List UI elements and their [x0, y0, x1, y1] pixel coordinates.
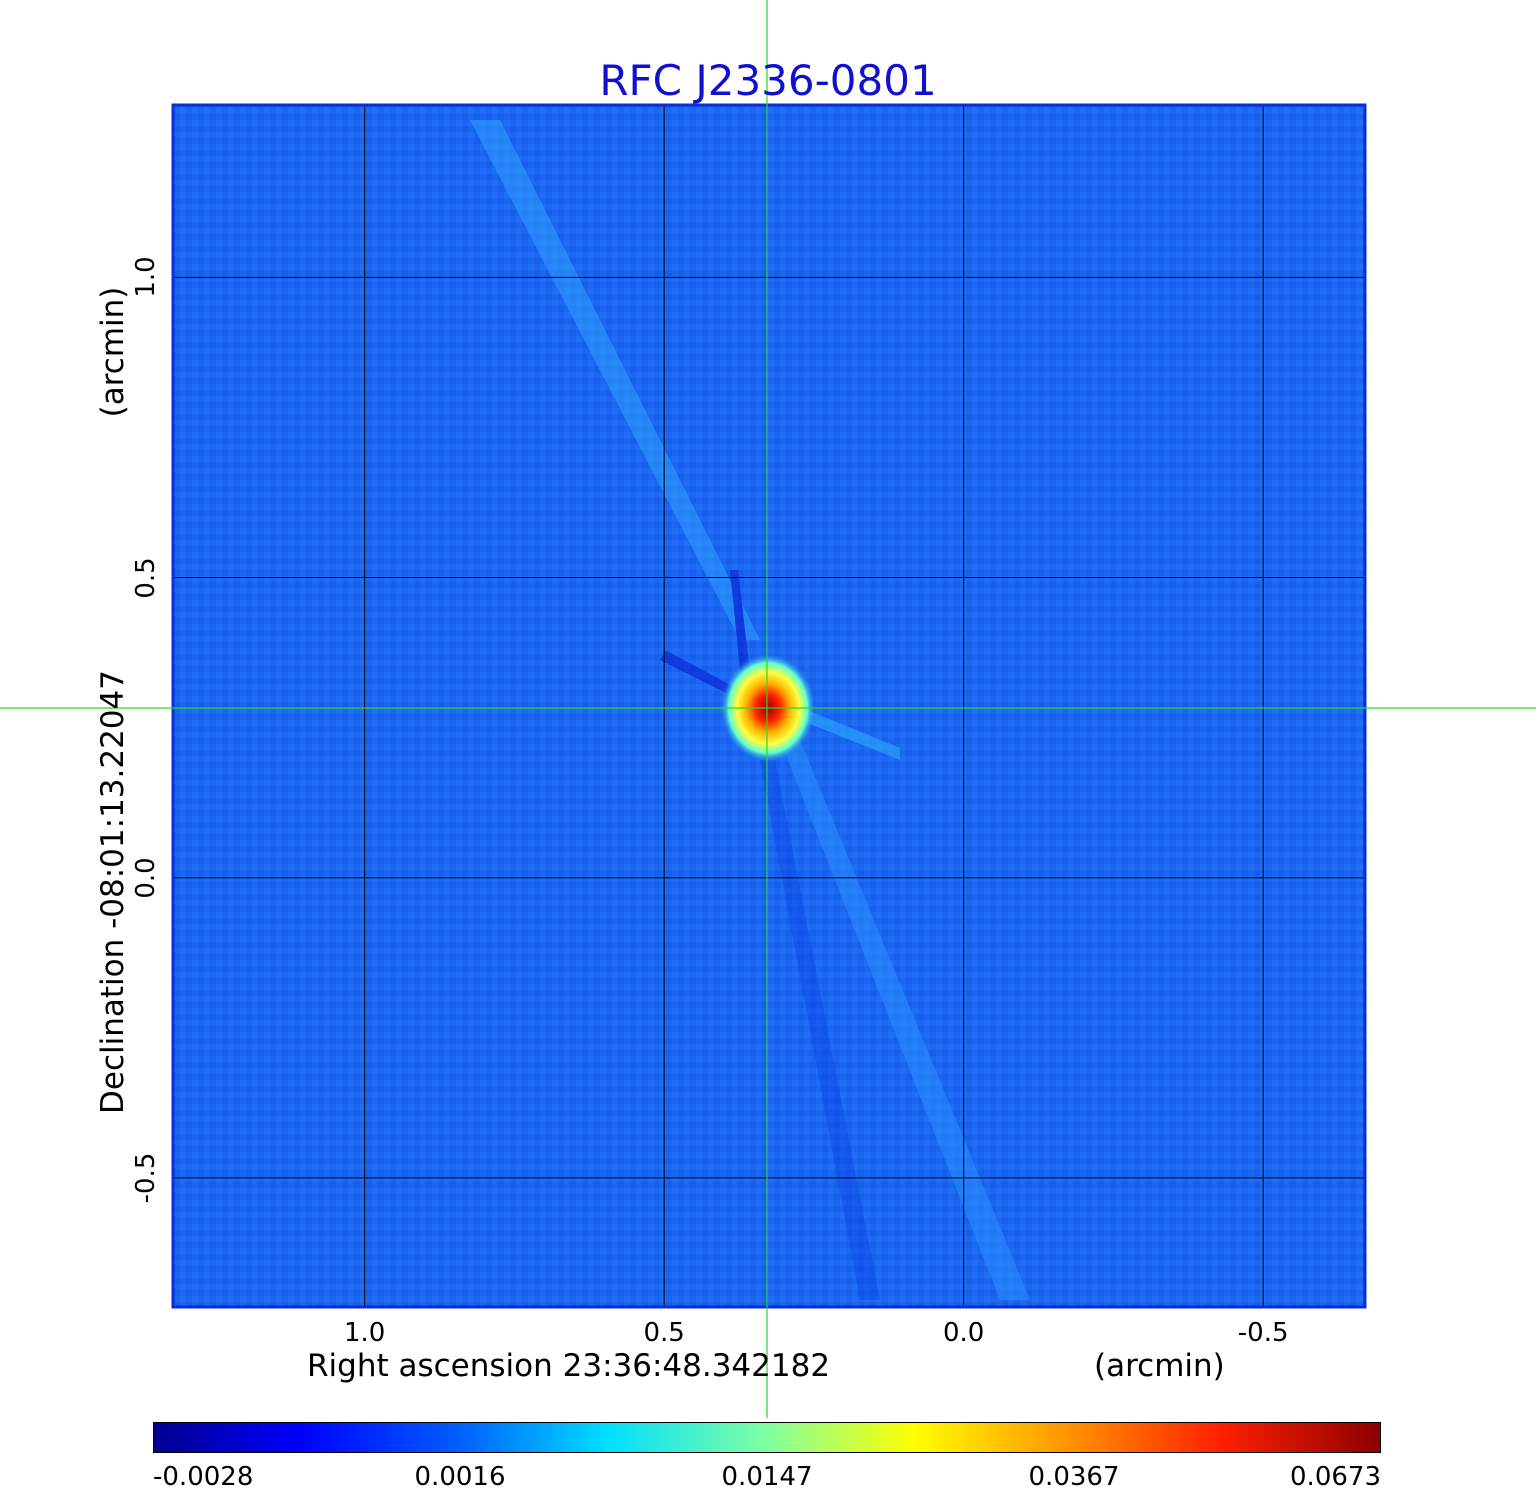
map-frame [171, 103, 1367, 1309]
y-axis-label: Declination -08:01:13.22047 [95, 670, 131, 1114]
colorbar-tick-label: -0.0028 [153, 1462, 254, 1492]
sidelobe-streaks [470, 120, 1030, 1300]
colorbar-tick-label: 0.0367 [1028, 1462, 1120, 1492]
x-tick-label: 0.0 [942, 1318, 985, 1348]
coordinate-grid [173, 105, 1365, 1307]
x-axis-unit: (arcmin) [1094, 1348, 1225, 1384]
colorbar-tick-label: 0.0016 [414, 1462, 506, 1492]
colorbar-tick-label: 0.0147 [721, 1462, 813, 1492]
colorbar-tick-label: 0.0673 [1290, 1462, 1381, 1492]
chart-title: RFC J2336-0801 [599, 56, 937, 105]
y-axis-unit: (arcmin) [95, 286, 131, 418]
x-tick-label: -0.5 [1237, 1318, 1289, 1348]
colorbar [153, 1422, 1381, 1453]
x-tick-label: 1.0 [343, 1318, 386, 1348]
x-tick-label: 0.5 [643, 1318, 685, 1348]
x-axis-label: Right ascension 23:36:48.342182 [307, 1348, 831, 1384]
